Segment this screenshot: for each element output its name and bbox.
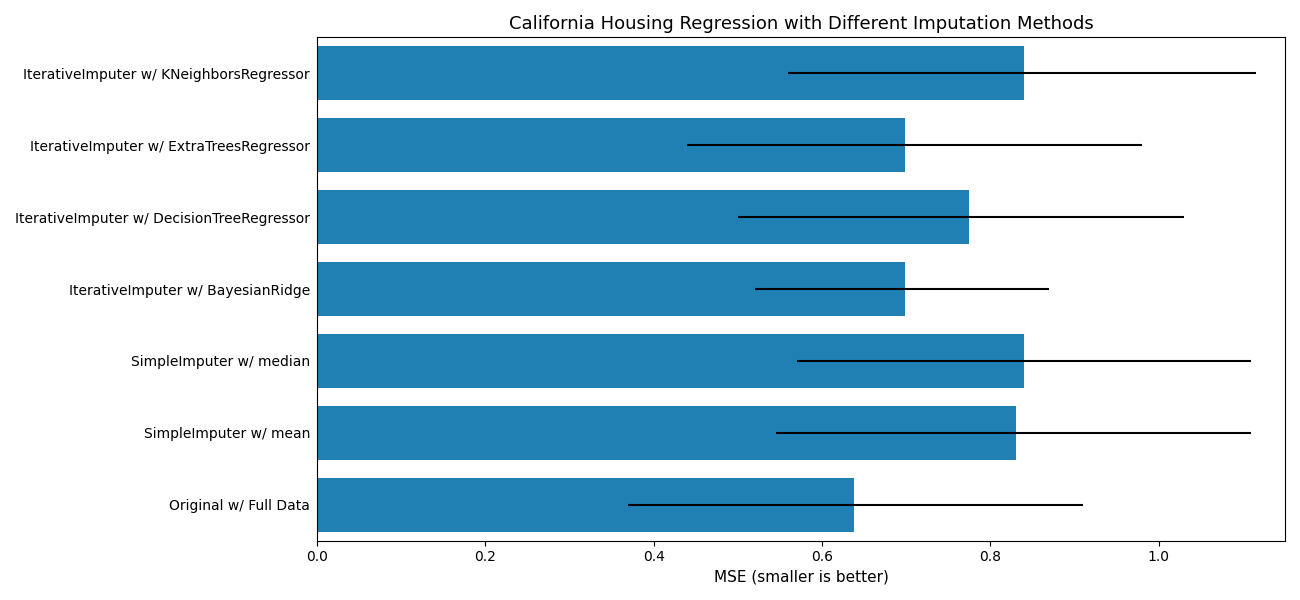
Bar [317,406,1015,460]
X-axis label: MSE (smaller is better): MSE (smaller is better) [714,570,888,585]
Title: California Housing Regression with Different Imputation Methods: California Housing Regression with Diffe… [508,15,1093,33]
Bar [317,118,905,172]
Bar [317,262,905,316]
Bar [317,46,1024,100]
Bar [317,190,970,244]
Bar [317,478,854,532]
Bar [317,334,1024,388]
